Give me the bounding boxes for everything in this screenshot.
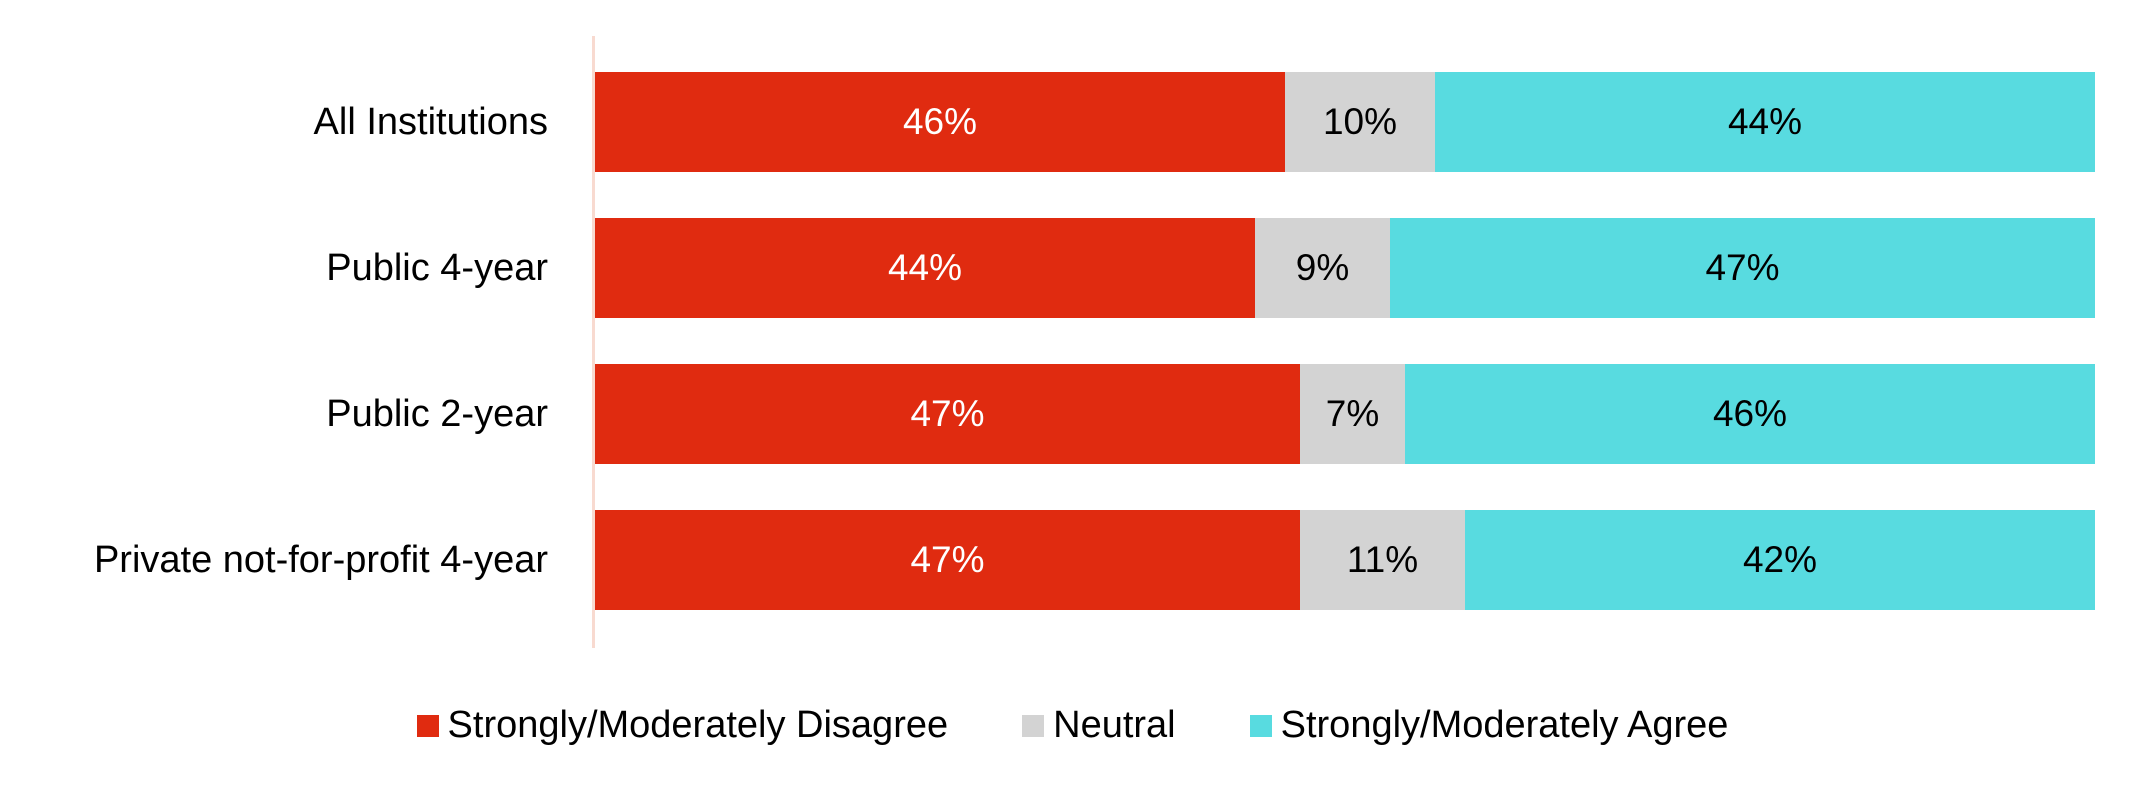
segment-value-label: 10% [1322, 101, 1398, 142]
legend-color-swatch [416, 714, 439, 737]
bar-segment-strongly-moderately-agree: 44% [1435, 72, 2095, 172]
category-label-text: Public 4-year [326, 246, 548, 289]
bar-segment-neutral: 7% [1300, 364, 1405, 464]
stacked-bar: 46% 10% 44% [595, 72, 2095, 172]
chart-row: All Institutions 46% 10% 44% [0, 49, 2095, 195]
category-label: All Institutions [0, 101, 592, 144]
chart-row: Public 2-year 47% 7% 46% [0, 341, 2095, 487]
chart-rows: All Institutions 46% 10% 44% Public 4-year 44… [0, 49, 2095, 633]
category-label-text: All Institutions [313, 100, 548, 143]
stacked-bar: 47% 7% 46% [595, 364, 2095, 464]
legend-item-strongly-moderately-agree: Strongly/Moderately Agree [1249, 704, 1729, 747]
category-label-text: Public 2-year [326, 392, 548, 435]
category-label: Public 2-year [0, 393, 592, 436]
legend-label: Strongly/Moderately Disagree [447, 704, 949, 746]
y-axis-line [592, 36, 595, 648]
segment-value-label: 44% [1727, 101, 1803, 142]
bar-segment-strongly-moderately-disagree: 47% [595, 364, 1300, 464]
segment-value-label: 47% [910, 539, 985, 580]
segment-value-label: 7% [1325, 393, 1380, 434]
chart-row: Private not-for-profit 4-year 47% 11% 42% [0, 487, 2095, 633]
segment-value-label: 46% [1712, 393, 1788, 434]
segment-value-label: 47% [1705, 247, 1780, 288]
bar-segment-neutral: 10% [1285, 72, 1435, 172]
stacked-bar: 47% 11% 42% [595, 510, 2095, 610]
legend-label: Neutral [1053, 704, 1176, 746]
chart-legend: Strongly/Moderately Disagree Neutral Stron… [0, 704, 2145, 747]
bar-segment-strongly-moderately-disagree: 46% [595, 72, 1285, 172]
segment-value-label: 44% [887, 247, 963, 288]
category-label-text: Private not-for-profit 4-year [93, 538, 548, 581]
bar-segment-neutral: 11% [1300, 510, 1465, 610]
legend-label: Strongly/Moderately Agree [1280, 704, 1729, 746]
legend-item-strongly-moderately-disagree: Strongly/Moderately Disagree [416, 704, 949, 747]
segment-value-label: 47% [910, 393, 985, 434]
bar-segment-neutral: 9% [1255, 218, 1390, 318]
bar-segment-strongly-moderately-disagree: 47% [595, 510, 1300, 610]
segment-value-label: 42% [1742, 539, 1818, 580]
bar-segment-strongly-moderately-agree: 46% [1405, 364, 2095, 464]
legend-color-swatch [1022, 714, 1045, 737]
legend-item-neutral: Neutral [1022, 704, 1176, 747]
segment-value-label: 9% [1295, 247, 1350, 288]
legend-color-swatch [1249, 714, 1272, 737]
chart-row: Public 4-year 44% 9% 47% [0, 195, 2095, 341]
bar-segment-strongly-moderately-agree: 42% [1465, 510, 2095, 610]
segment-value-label: 11% [1346, 539, 1419, 580]
category-label: Private not-for-profit 4-year [0, 539, 592, 582]
stacked-bar: 44% 9% 47% [595, 218, 2095, 318]
bar-segment-strongly-moderately-agree: 47% [1390, 218, 2095, 318]
category-label: Public 4-year [0, 247, 592, 290]
segment-value-label: 46% [902, 101, 978, 142]
bar-segment-strongly-moderately-disagree: 44% [595, 218, 1255, 318]
